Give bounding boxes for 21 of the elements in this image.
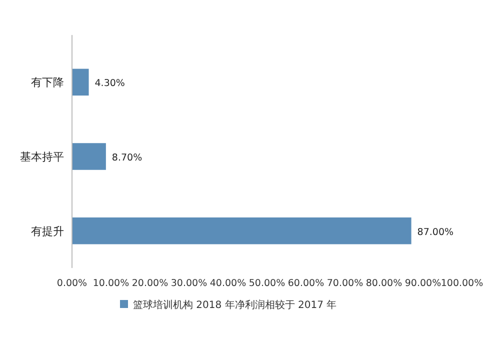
- data-label: 87.00%: [417, 226, 454, 238]
- x-tick-label: 0.00%: [56, 278, 88, 289]
- x-tick-label: 40.00%: [210, 278, 246, 289]
- x-tick-label: 30.00%: [170, 278, 208, 289]
- x-tick-label: 90.00%: [404, 278, 442, 289]
- data-label: 4.30%: [94, 78, 125, 90]
- legend-label: 篮球培训机构 2018 年净利润相较于 2017 年: [133, 299, 337, 311]
- x-tick-label: 80.00%: [366, 278, 402, 289]
- bar: [72, 68, 89, 96]
- x-tick-label: 100.00%: [440, 278, 484, 289]
- bar: [72, 143, 106, 170]
- x-tick-label: 50.00%: [248, 278, 286, 289]
- y-tick-label: 有下降: [31, 76, 64, 90]
- y-tick-label: 有提升: [31, 224, 64, 238]
- bar: [72, 217, 412, 244]
- y-tick-label: 基本持平: [20, 150, 64, 164]
- data-label: 8.70%: [112, 152, 142, 164]
- x-tick-label: 60.00%: [288, 278, 324, 289]
- x-tick-label: 10.00%: [92, 278, 130, 289]
- x-tick-label: 70.00%: [326, 278, 364, 289]
- x-tick-label: 20.00%: [132, 278, 168, 289]
